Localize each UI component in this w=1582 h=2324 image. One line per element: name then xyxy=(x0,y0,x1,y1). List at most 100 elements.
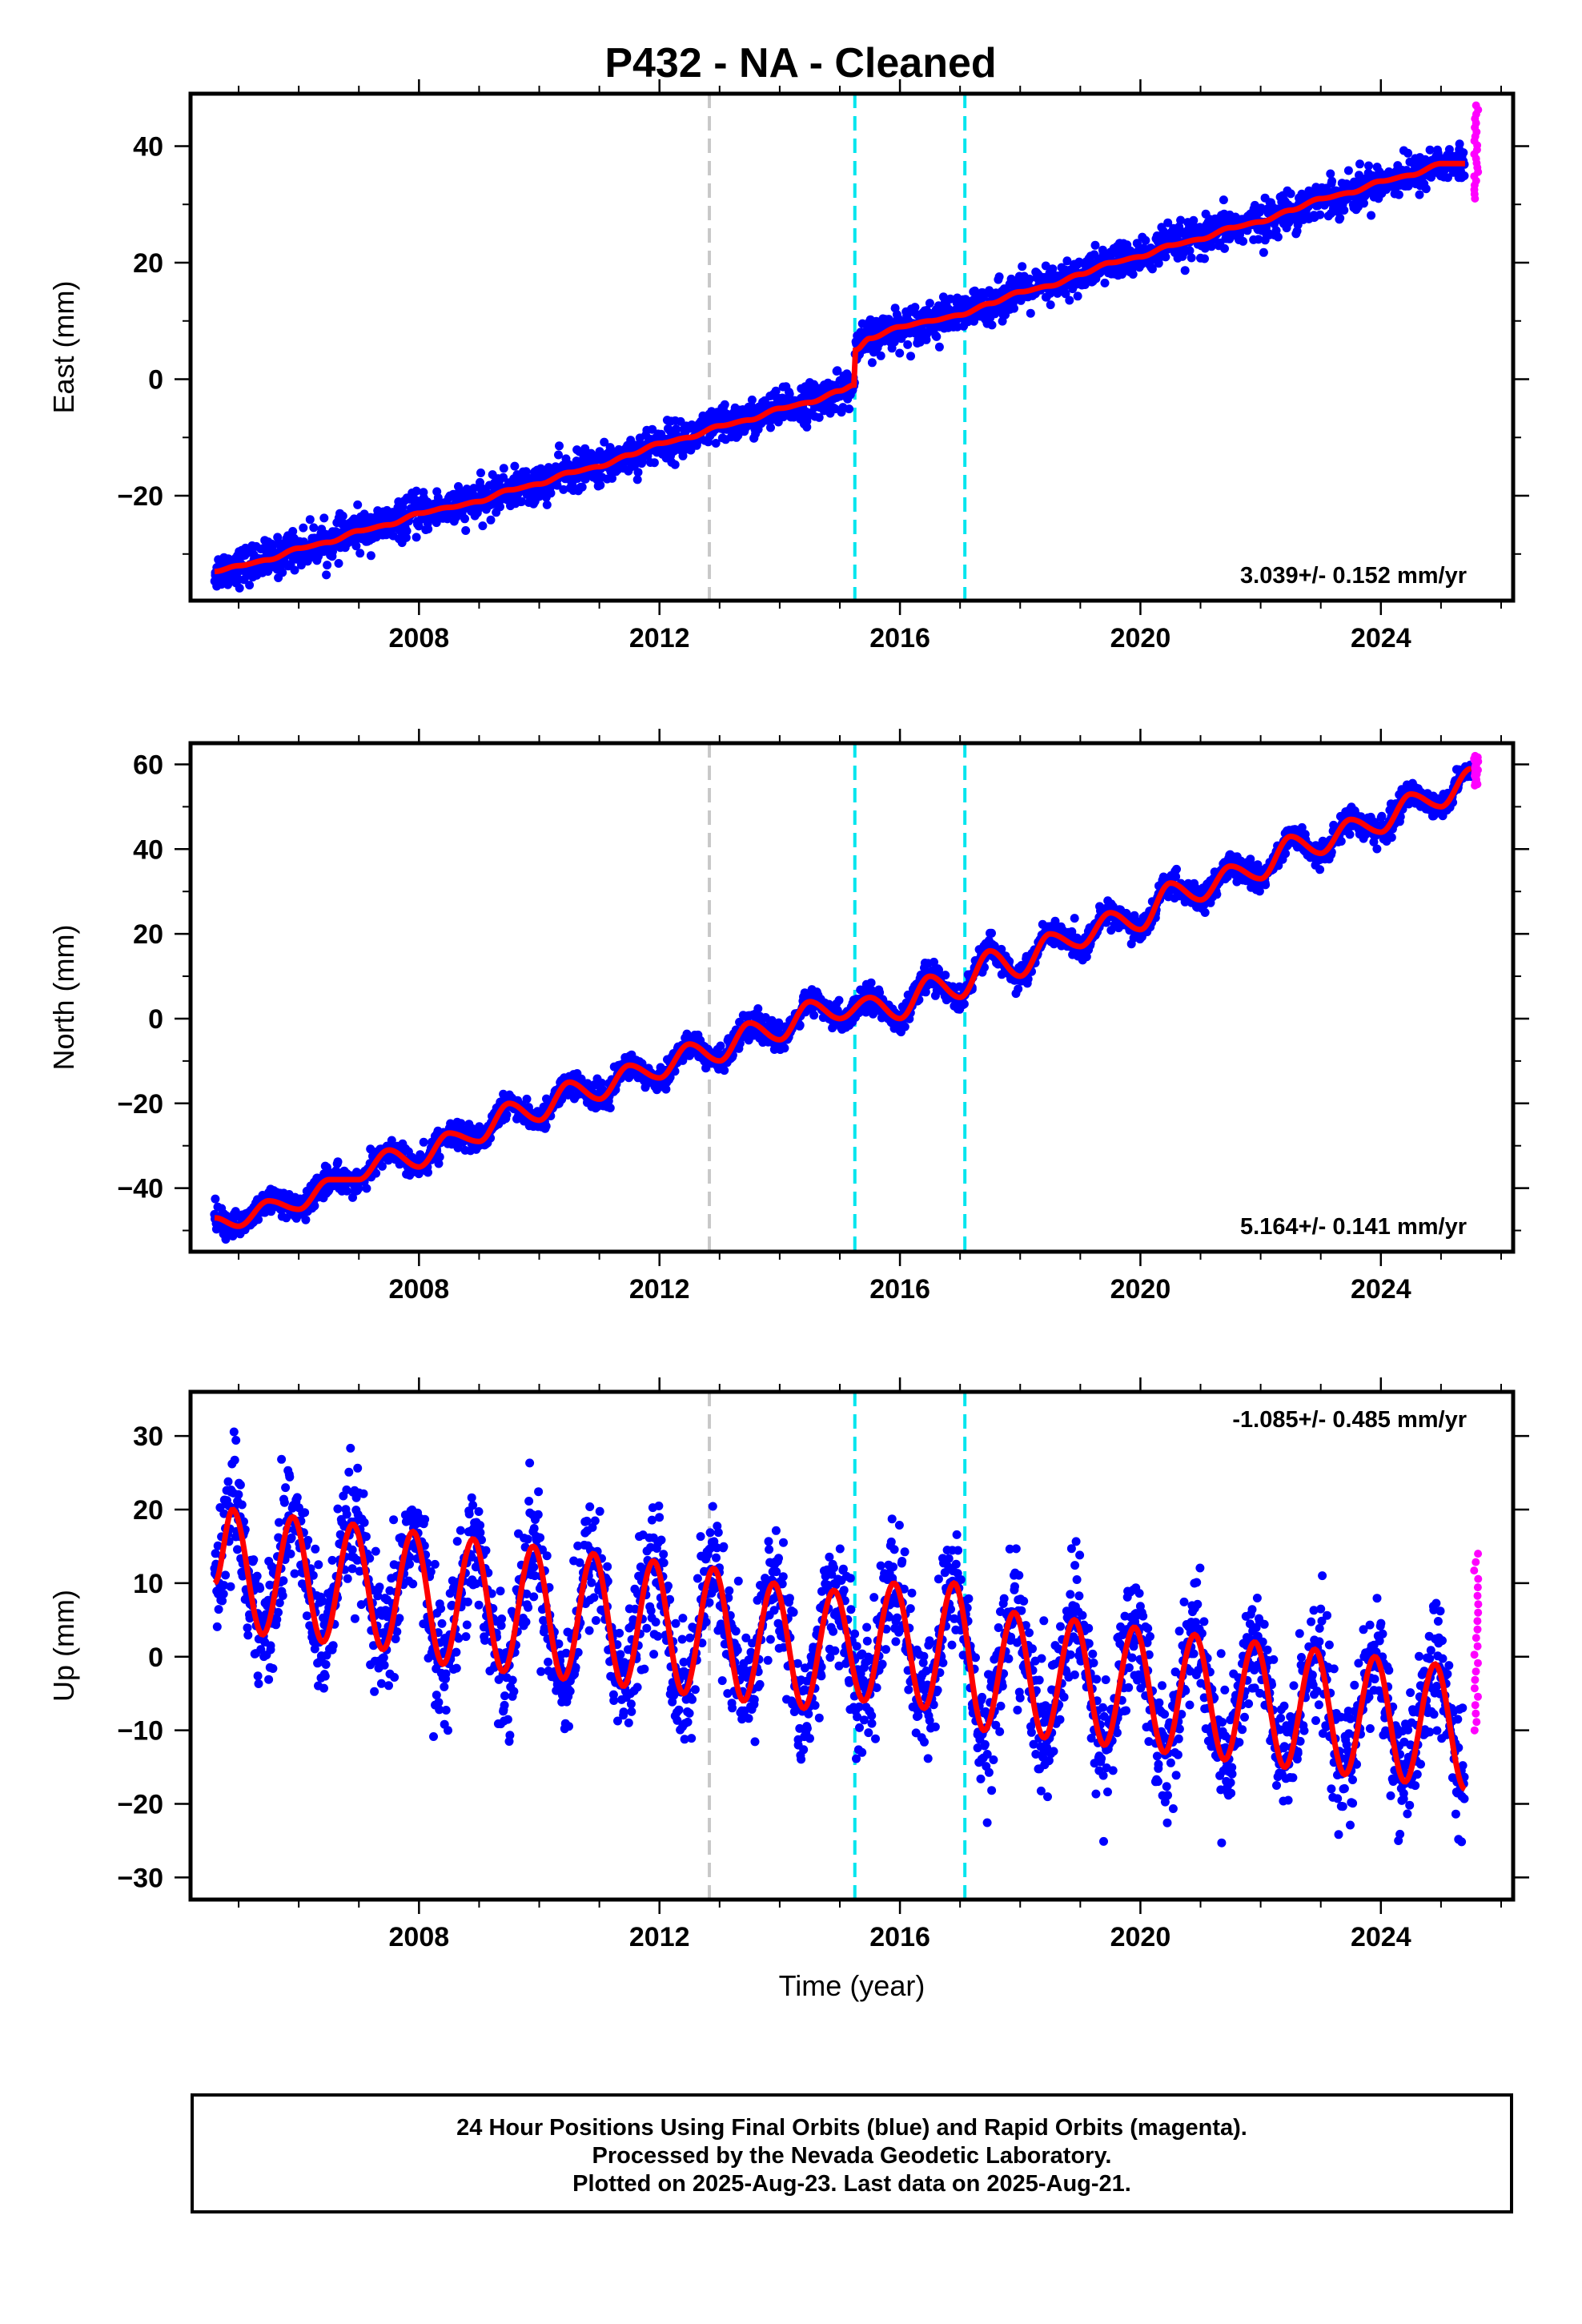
final-orbit-point xyxy=(557,1095,567,1104)
x-tick-label: 2024 xyxy=(1351,623,1411,653)
final-orbit-point xyxy=(1065,296,1074,305)
final-orbit-point xyxy=(1212,890,1222,899)
final-orbit-point xyxy=(1359,199,1368,208)
final-orbit-point xyxy=(290,565,299,575)
x-tick-label: 2020 xyxy=(1110,623,1171,653)
final-orbit-point xyxy=(299,523,308,533)
final-orbit-point xyxy=(412,533,421,542)
final-orbit-point xyxy=(522,1094,532,1104)
final-orbit-point xyxy=(235,583,244,593)
final-orbit-point xyxy=(1273,232,1283,242)
final-orbit-point xyxy=(499,472,508,482)
final-orbit-point xyxy=(970,286,980,296)
final-orbit-point xyxy=(460,514,469,524)
final-orbit-point xyxy=(319,513,329,523)
final-orbit-point xyxy=(1174,222,1184,231)
final-orbit-point xyxy=(774,1018,784,1027)
y-axis-label: East (mm) xyxy=(47,281,80,414)
final-orbit-point xyxy=(1100,278,1110,287)
final-orbit-point xyxy=(1223,872,1232,882)
final-orbit-point xyxy=(720,400,729,409)
plot-frame xyxy=(188,91,1516,603)
final-orbit-point xyxy=(1259,247,1268,257)
final-orbit-point xyxy=(476,468,485,477)
final-orbit-point xyxy=(355,549,365,558)
rapid-orbit-point xyxy=(1472,101,1480,110)
final-orbit-point xyxy=(580,444,590,453)
final-orbit-point xyxy=(1339,206,1349,215)
final-orbit-point xyxy=(597,1078,606,1088)
final-orbit-point xyxy=(351,541,361,551)
final-orbit-point xyxy=(1161,252,1170,262)
final-orbit-point xyxy=(672,424,681,434)
final-orbit-point xyxy=(552,480,562,490)
final-orbit-point xyxy=(1403,148,1413,158)
final-orbit-point xyxy=(245,581,255,590)
final-orbit-point xyxy=(1286,189,1295,199)
final-orbit-point xyxy=(322,570,331,580)
final-orbit-point xyxy=(546,489,556,498)
final-orbit-point xyxy=(934,342,944,352)
final-orbit-point xyxy=(1281,849,1291,858)
final-orbit-point xyxy=(288,527,298,536)
final-orbit-point xyxy=(1459,148,1468,158)
final-orbit-point xyxy=(980,963,989,972)
final-orbit-point xyxy=(362,1184,371,1193)
final-orbit-point xyxy=(1046,300,1055,310)
final-orbit-point xyxy=(1207,242,1216,251)
final-orbit-point xyxy=(1315,210,1325,219)
final-orbit-point xyxy=(435,1152,444,1162)
y-tick-label: −20 xyxy=(117,481,163,512)
final-orbit-point xyxy=(1154,259,1163,268)
final-orbit-point xyxy=(1018,262,1027,271)
final-orbit-point xyxy=(795,1020,805,1030)
x-tick-label: 2008 xyxy=(389,623,450,653)
final-orbit-point xyxy=(1041,261,1050,271)
final-orbit-point xyxy=(1025,274,1034,283)
final-orbit-point xyxy=(1297,822,1307,832)
final-orbit-point xyxy=(1061,289,1070,299)
final-orbit-point xyxy=(895,348,905,358)
final-orbit-point xyxy=(502,1110,512,1120)
final-orbit-point xyxy=(461,526,471,535)
final-orbit-point xyxy=(987,320,997,330)
final-orbit-point xyxy=(475,1122,484,1132)
final-orbit-point xyxy=(211,1194,220,1204)
final-orbit-point xyxy=(1443,173,1452,183)
final-orbit-point xyxy=(1186,253,1196,263)
final-orbits-points xyxy=(210,760,1476,1244)
final-orbit-point xyxy=(1189,215,1199,225)
final-orbit-point xyxy=(833,366,842,376)
velocity-annotation: 3.039+/- 0.152 mm/yr xyxy=(1240,563,1467,589)
model-fit-line xyxy=(214,160,1465,575)
final-orbit-point xyxy=(856,985,865,995)
final-orbit-point xyxy=(1219,195,1228,205)
final-orbit-point xyxy=(456,1119,466,1128)
final-orbit-point xyxy=(1455,139,1464,149)
final-orbit-point xyxy=(661,1084,671,1094)
final-orbit-point xyxy=(419,1137,428,1147)
final-orbit-point xyxy=(1343,166,1353,175)
final-orbit-point xyxy=(1335,213,1345,223)
x-tick-label: 2016 xyxy=(869,623,930,653)
final-orbit-point xyxy=(1239,236,1248,246)
final-orbit-point xyxy=(1070,914,1079,923)
final-orbit-point xyxy=(424,525,433,534)
final-orbit-point xyxy=(637,456,647,466)
final-orbit-point xyxy=(1425,145,1435,155)
final-orbit-point xyxy=(412,486,421,496)
final-orbit-point xyxy=(1255,887,1264,896)
final-orbit-point xyxy=(867,358,877,368)
final-orbit-point xyxy=(1355,159,1364,169)
y-tick-label: 40 xyxy=(133,131,163,162)
final-orbit-point xyxy=(354,1184,363,1193)
final-orbit-point xyxy=(1415,190,1424,199)
final-orbit-point xyxy=(979,292,988,302)
final-orbit-point xyxy=(323,561,332,570)
final-orbit-point xyxy=(282,1213,291,1223)
chart-title: P432 - NA - Cleaned xyxy=(604,40,996,86)
final-orbit-point xyxy=(333,1157,343,1167)
